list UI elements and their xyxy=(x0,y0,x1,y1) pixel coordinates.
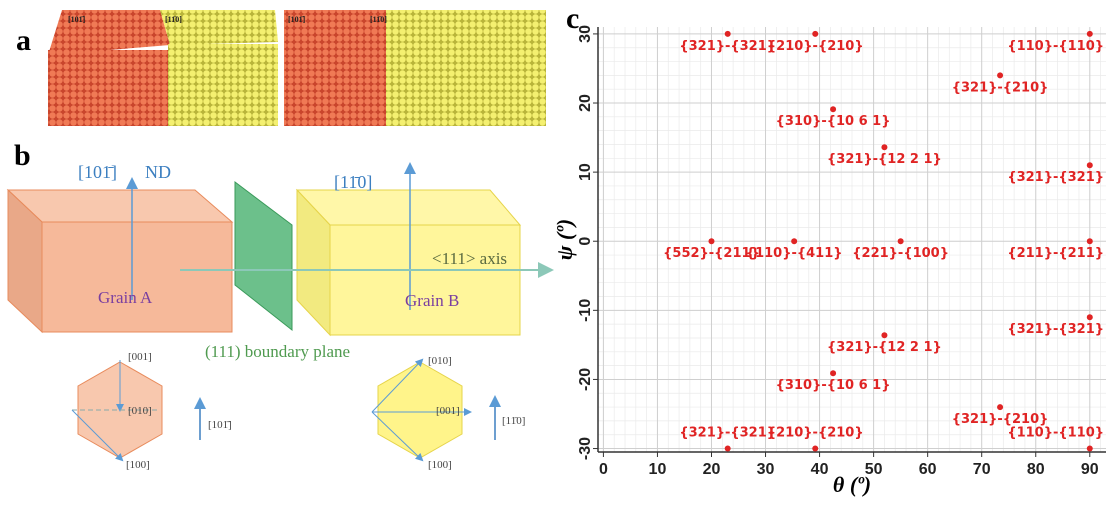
panel-label: a xyxy=(16,24,31,57)
direction: [010] xyxy=(428,355,452,367)
direction: [010] xyxy=(128,405,152,417)
point xyxy=(997,404,1003,410)
point xyxy=(898,238,904,244)
figure: a [101̄] [11̄0] [101̄] [11̄0] b [101̄] N… xyxy=(0,0,1111,506)
x-tick-label: 60 xyxy=(919,461,937,478)
direction: [001] xyxy=(128,351,152,363)
point xyxy=(812,31,818,37)
direction: [101̄] xyxy=(288,15,306,24)
y-tick-label: 10 xyxy=(577,163,594,181)
point-label: {110}-{411} xyxy=(746,246,843,261)
point-label: {110}-{110} xyxy=(1007,426,1104,441)
x-tick-label: 10 xyxy=(649,461,667,478)
point-label: {321}-{321} xyxy=(1007,170,1104,185)
panel-a: a [101̄] [11̄0] [101̄] [11̄0] xyxy=(16,10,546,126)
point xyxy=(1087,31,1093,37)
point-label: {321}-{12 2 1} xyxy=(827,340,942,355)
box xyxy=(42,222,232,332)
y-tick-label: -10 xyxy=(577,299,594,322)
box xyxy=(330,225,520,335)
grain-label: Grain A xyxy=(98,288,153,307)
nd-label: ND xyxy=(145,162,171,182)
point xyxy=(1087,238,1093,244)
point-label: {221}-{100} xyxy=(852,246,949,261)
crystal xyxy=(284,10,386,126)
crystal xyxy=(168,44,278,126)
point-label: {321}-{210} xyxy=(952,80,1049,95)
point-label: {211}-{211} xyxy=(1007,246,1104,261)
point xyxy=(830,106,836,112)
x-tick-label: 40 xyxy=(811,461,829,478)
x-tick-label: 70 xyxy=(973,461,991,478)
crystal xyxy=(48,50,168,126)
point-label: {321}-{321} xyxy=(679,426,776,441)
point xyxy=(1087,162,1093,168)
box xyxy=(297,190,520,225)
plane xyxy=(235,182,292,330)
panel-label: b xyxy=(14,139,31,172)
plane-label: (111) boundary plane xyxy=(205,342,350,361)
point-label: {321}-{321} xyxy=(1007,322,1104,337)
direction: [100] xyxy=(428,459,452,471)
point-label: {321}-{12 2 1} xyxy=(827,152,942,167)
x-tick-label: 30 xyxy=(757,461,775,478)
direction: [001] xyxy=(436,405,460,417)
point-label: {210}-{210} xyxy=(767,426,864,441)
panel-b: b [101̄] ND [11̄0] Grain A Grain B <111>… xyxy=(8,139,550,471)
axis-label: <111> axis xyxy=(432,249,507,268)
point xyxy=(812,446,818,452)
point-label: {110}-{110} xyxy=(1007,39,1104,54)
crystal xyxy=(386,10,546,126)
direction: [101̄] xyxy=(208,419,232,431)
x-tick-label: 20 xyxy=(703,461,721,478)
point xyxy=(881,332,887,338)
x-tick-label: 0 xyxy=(599,461,608,478)
direction: [100] xyxy=(126,459,150,471)
direction: [101̄] xyxy=(68,15,86,24)
box xyxy=(8,190,232,222)
grain-label: Grain B xyxy=(405,291,459,310)
y-axis-label: ψ (º) xyxy=(552,219,577,260)
y-tick-label: 20 xyxy=(577,94,594,112)
y-tick-label: 0 xyxy=(577,237,594,246)
point xyxy=(791,238,797,244)
x-tick-label: 90 xyxy=(1081,461,1099,478)
point-label: {310}-{10 6 1} xyxy=(776,378,891,393)
y-tick-label: -20 xyxy=(577,368,594,391)
x-tick-label: 80 xyxy=(1027,461,1045,478)
direction: [101̄] xyxy=(78,162,117,182)
point xyxy=(1087,314,1093,320)
direction: [11̄0] xyxy=(165,15,182,24)
point-label: {210}-{210} xyxy=(767,39,864,54)
direction: [11̄0] xyxy=(502,415,525,427)
point xyxy=(708,238,714,244)
point xyxy=(725,446,731,452)
x-axis-label: θ (º) xyxy=(833,472,871,497)
point xyxy=(830,370,836,376)
y-tick-label: 30 xyxy=(577,25,594,43)
direction: [11̄0] xyxy=(334,172,372,192)
point xyxy=(881,144,887,150)
y-tick-label: -30 xyxy=(577,437,594,460)
point xyxy=(1087,446,1093,452)
point xyxy=(997,72,1003,78)
point-label: {321}-{321} xyxy=(679,39,776,54)
crystal xyxy=(48,10,170,55)
direction: [11̄0] xyxy=(370,15,387,24)
point-label: {310}-{10 6 1} xyxy=(776,114,891,129)
point xyxy=(725,31,731,37)
